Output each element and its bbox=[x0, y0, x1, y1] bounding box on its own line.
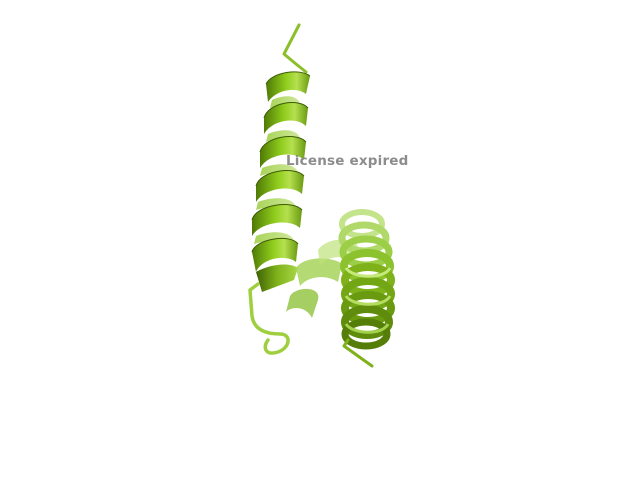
helix-1 bbox=[251, 71, 311, 292]
license-watermark: License expired bbox=[286, 153, 409, 169]
c-terminal-coil bbox=[342, 338, 374, 368]
n-terminal-coil bbox=[282, 23, 308, 74]
helix-3 bbox=[338, 209, 395, 350]
loop-coil bbox=[248, 282, 290, 355]
